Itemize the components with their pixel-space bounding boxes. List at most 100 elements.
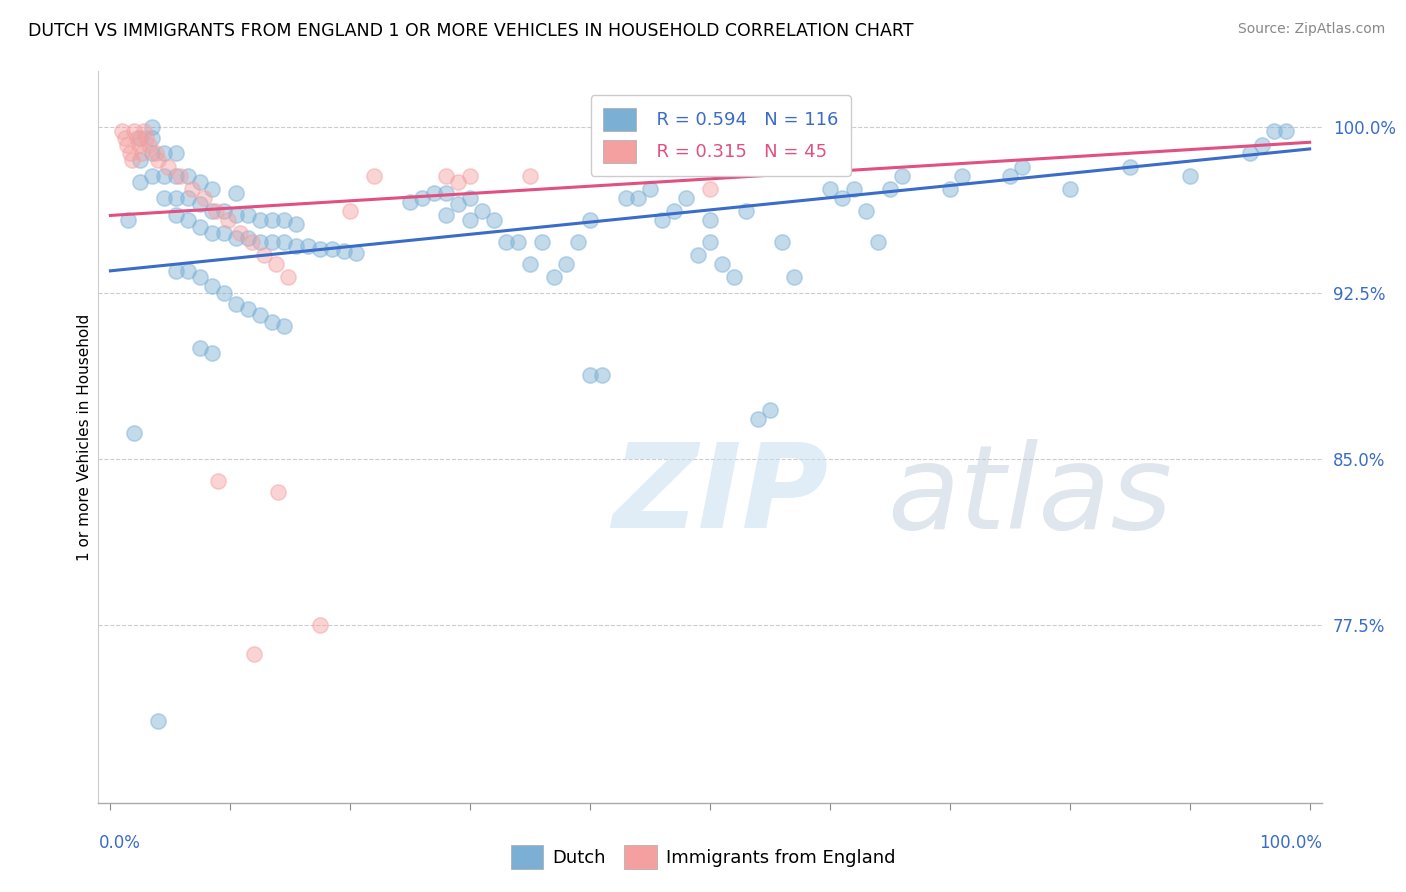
Point bbox=[309, 618, 332, 632]
Point bbox=[699, 235, 721, 249]
Text: atlas: atlas bbox=[887, 439, 1173, 553]
Point bbox=[253, 248, 276, 262]
Point bbox=[111, 124, 134, 138]
Text: DUTCH VS IMMIGRANTS FROM ENGLAND 1 OR MORE VEHICLES IN HOUSEHOLD CORRELATION CHA: DUTCH VS IMMIGRANTS FROM ENGLAND 1 OR MO… bbox=[28, 22, 914, 40]
Point bbox=[249, 308, 271, 322]
Point bbox=[434, 169, 457, 183]
Point bbox=[723, 270, 745, 285]
Text: Source: ZipAtlas.com: Source: ZipAtlas.com bbox=[1237, 22, 1385, 37]
Point bbox=[264, 257, 287, 271]
Point bbox=[129, 153, 152, 167]
Point bbox=[141, 169, 163, 183]
Point bbox=[471, 204, 494, 219]
Point bbox=[267, 485, 290, 500]
Point bbox=[201, 346, 224, 360]
Point bbox=[188, 197, 212, 211]
Point bbox=[132, 124, 155, 138]
Text: ZIP: ZIP bbox=[612, 438, 828, 553]
Legend: Dutch, Immigrants from England: Dutch, Immigrants from England bbox=[503, 838, 903, 876]
Point bbox=[1250, 137, 1272, 152]
Point bbox=[321, 242, 343, 256]
Point bbox=[262, 235, 284, 249]
Point bbox=[153, 169, 176, 183]
Point bbox=[339, 204, 361, 219]
Point bbox=[141, 146, 163, 161]
Point bbox=[309, 242, 332, 256]
Point bbox=[131, 146, 153, 161]
Point bbox=[866, 235, 889, 249]
Point bbox=[285, 239, 308, 253]
Point bbox=[188, 270, 212, 285]
Legend:   R = 0.594   N = 116,   R = 0.315   N = 45: R = 0.594 N = 116, R = 0.315 N = 45 bbox=[591, 95, 851, 176]
Point bbox=[225, 209, 247, 223]
Point bbox=[243, 648, 266, 662]
Point bbox=[699, 212, 721, 227]
Point bbox=[890, 169, 912, 183]
Point bbox=[124, 124, 146, 138]
Point bbox=[567, 235, 589, 249]
Point bbox=[783, 270, 806, 285]
Point bbox=[129, 131, 152, 145]
Point bbox=[207, 475, 229, 489]
Point bbox=[950, 169, 973, 183]
Point bbox=[1274, 124, 1296, 138]
Point bbox=[614, 191, 637, 205]
Point bbox=[638, 182, 661, 196]
Point bbox=[1239, 146, 1261, 161]
Point bbox=[165, 264, 187, 278]
Point bbox=[333, 244, 356, 258]
Point bbox=[1119, 160, 1142, 174]
Point bbox=[344, 246, 367, 260]
Point bbox=[229, 226, 252, 240]
Point bbox=[118, 146, 141, 161]
Point bbox=[531, 235, 554, 249]
Point bbox=[818, 182, 841, 196]
Point bbox=[124, 425, 146, 440]
Point bbox=[1011, 160, 1033, 174]
Point bbox=[217, 212, 239, 227]
Point bbox=[273, 235, 295, 249]
Point bbox=[169, 169, 191, 183]
Point bbox=[165, 169, 187, 183]
Point bbox=[434, 186, 457, 201]
Point bbox=[519, 257, 541, 271]
Point bbox=[153, 146, 176, 161]
Point bbox=[165, 209, 187, 223]
Point bbox=[125, 131, 148, 145]
Point bbox=[662, 204, 685, 219]
Point bbox=[277, 270, 299, 285]
Point bbox=[1178, 169, 1201, 183]
Point bbox=[141, 131, 163, 145]
Point bbox=[148, 714, 170, 728]
Point bbox=[214, 204, 236, 219]
Point bbox=[447, 197, 470, 211]
Point bbox=[165, 146, 187, 161]
Point bbox=[482, 212, 505, 227]
Point bbox=[458, 212, 481, 227]
Point bbox=[177, 212, 200, 227]
Point bbox=[128, 137, 150, 152]
Point bbox=[249, 212, 271, 227]
Point bbox=[543, 270, 565, 285]
Point bbox=[225, 297, 247, 311]
Point bbox=[181, 182, 204, 196]
Point bbox=[201, 279, 224, 293]
Point bbox=[129, 175, 152, 189]
Point bbox=[423, 186, 446, 201]
Point bbox=[627, 191, 650, 205]
Point bbox=[141, 120, 163, 134]
Point bbox=[508, 235, 530, 249]
Point bbox=[519, 169, 541, 183]
Point bbox=[735, 204, 758, 219]
Point bbox=[1263, 124, 1285, 138]
Point bbox=[188, 175, 212, 189]
Point bbox=[177, 169, 200, 183]
Point bbox=[165, 191, 187, 205]
Point bbox=[238, 209, 260, 223]
Point bbox=[145, 146, 167, 161]
Point bbox=[759, 403, 782, 417]
Y-axis label: 1 or more Vehicles in Household: 1 or more Vehicles in Household bbox=[77, 313, 91, 561]
Point bbox=[262, 315, 284, 329]
Point bbox=[747, 412, 769, 426]
Point bbox=[114, 131, 136, 145]
